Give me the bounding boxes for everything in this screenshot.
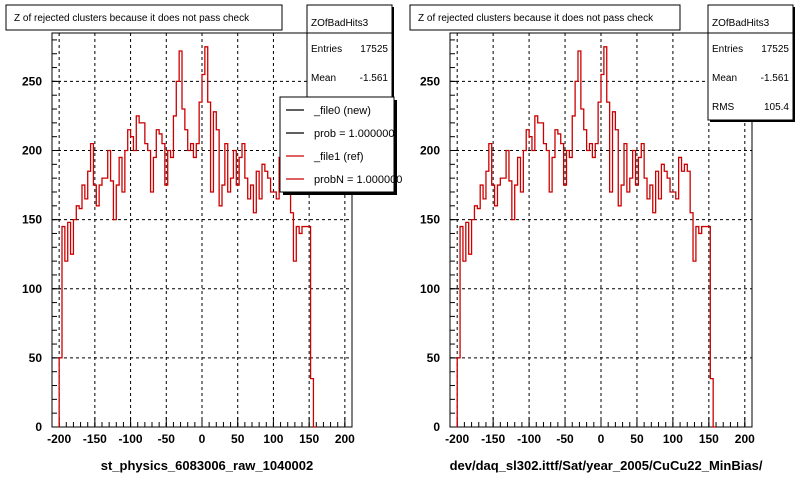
x-tick-label: 200	[335, 432, 355, 446]
chart-title: Z of rejected clusters because it does n…	[14, 13, 250, 24]
stats-value: 17525	[761, 44, 789, 55]
x-tick-label: 0	[598, 432, 605, 446]
stats-label: Entries	[712, 44, 743, 55]
stats-value: -1.561	[360, 73, 389, 84]
stats-value: 17525	[360, 44, 388, 55]
stats-value: 105.4	[764, 102, 789, 113]
x-tick-label: 100	[263, 432, 283, 446]
stats-label: Mean	[712, 73, 737, 84]
title-box	[409, 4, 681, 31]
x-tick-label: 200	[735, 432, 755, 446]
legend-label: prob = 1.000000	[314, 128, 394, 140]
x-tick-label: -150	[481, 432, 505, 446]
x-tick-label: -50	[556, 432, 574, 446]
y-tick-label: 50	[427, 351, 441, 365]
stats-box	[707, 4, 794, 121]
y-tick-label: 150	[22, 213, 42, 227]
y-tick-label: 100	[22, 282, 42, 296]
x-tick-label: -200	[445, 432, 469, 446]
y-tick-label: 50	[29, 351, 43, 365]
legend-label: _file0 (new)	[313, 105, 371, 117]
x-tick-label: -200	[47, 432, 71, 446]
title-box	[5, 4, 283, 31]
x-tick-label: -150	[83, 432, 107, 446]
y-tick-label: 150	[420, 213, 440, 227]
y-tick-label: 200	[22, 144, 42, 158]
y-tick-label: 0	[35, 420, 42, 434]
y-tick-label: 200	[420, 144, 440, 158]
x-tick-label: 150	[299, 432, 319, 446]
stats-value: -1.561	[761, 73, 790, 84]
stats-box-name: ZOfBadHits3	[712, 18, 770, 29]
stats-label: RMS	[712, 102, 735, 113]
legend-label: probN = 1.000000	[314, 174, 402, 186]
y-tick-label: 0	[433, 420, 440, 434]
x-axis-label: st_physics_6083006_raw_1040002	[101, 458, 314, 473]
legend-label: _file1 (ref)	[313, 151, 364, 163]
y-tick-label: 100	[420, 282, 440, 296]
chart-title: Z of rejected clusters because it does n…	[418, 13, 654, 24]
x-tick-label: 50	[630, 432, 644, 446]
x-tick-label: -100	[119, 432, 143, 446]
stats-label: Entries	[311, 44, 342, 55]
y-tick-label: 250	[22, 74, 42, 88]
stats-label: Mean	[311, 73, 336, 84]
stats-box-name: ZOfBadHits3	[311, 18, 369, 29]
x-tick-label: 0	[199, 432, 206, 446]
histogram-series-line	[58, 46, 317, 428]
histogram-series-line	[456, 46, 717, 428]
chart-panel-1: -200 -150 -100 -50 0 50 100 150 200 0 50 100 150 200 2…	[5, 4, 402, 473]
x-tick-label: 100	[663, 432, 683, 446]
legend-box	[279, 96, 395, 193]
x-tick-label: 50	[231, 432, 245, 446]
x-tick-label: 150	[699, 432, 719, 446]
y-tick-label: 250	[420, 74, 440, 88]
x-tick-label: -50	[158, 432, 176, 446]
x-axis-label: dev/daq_sl302.ittf/Sat/year_2005/CuCu22_…	[450, 458, 763, 473]
chart-panel-2: -200 -150 -100 -50 0 50 100 150 200 0 50 100 150 200 2…	[409, 4, 795, 473]
x-tick-label: -100	[517, 432, 541, 446]
